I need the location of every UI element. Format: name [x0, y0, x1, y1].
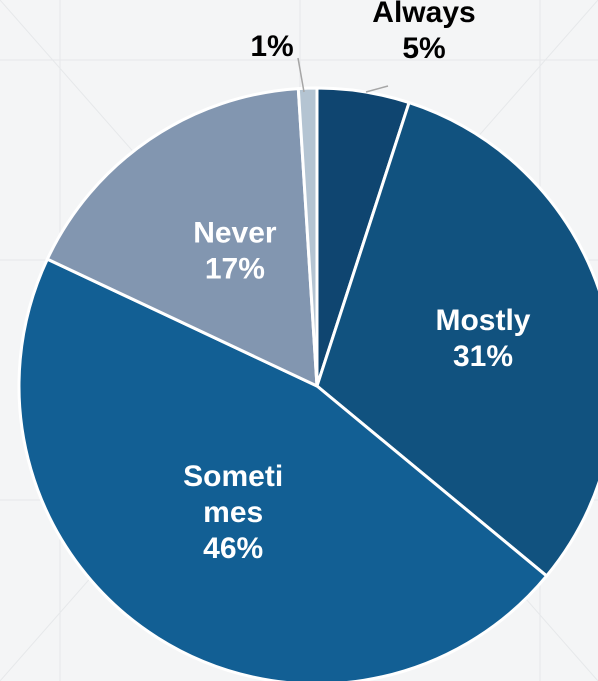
leader-lines: [297, 57, 389, 93]
data-label-sometimes: Someti mes 46%: [183, 460, 283, 565]
pie-slice-sometimes: [17, 257, 549, 681]
pie-slice-never: [45, 87, 319, 388]
data-label-unnamed: 1%: [250, 30, 293, 63]
leader-line: [297, 57, 305, 93]
data-labels: Always 5% Mostly 31% Someti mes 46% Never 17% 1%: [183, 0, 531, 565]
pie-slice-unnamed: [296, 86, 319, 388]
data-label-always: Always 5%: [372, 0, 475, 65]
leader-line: [365, 85, 389, 93]
pie-slice-mostly: [315, 101, 598, 578]
data-label-never: Never 17%: [193, 216, 277, 285]
data-label-mostly: Mostly 31%: [435, 304, 530, 373]
pie-slices: [17, 86, 598, 681]
